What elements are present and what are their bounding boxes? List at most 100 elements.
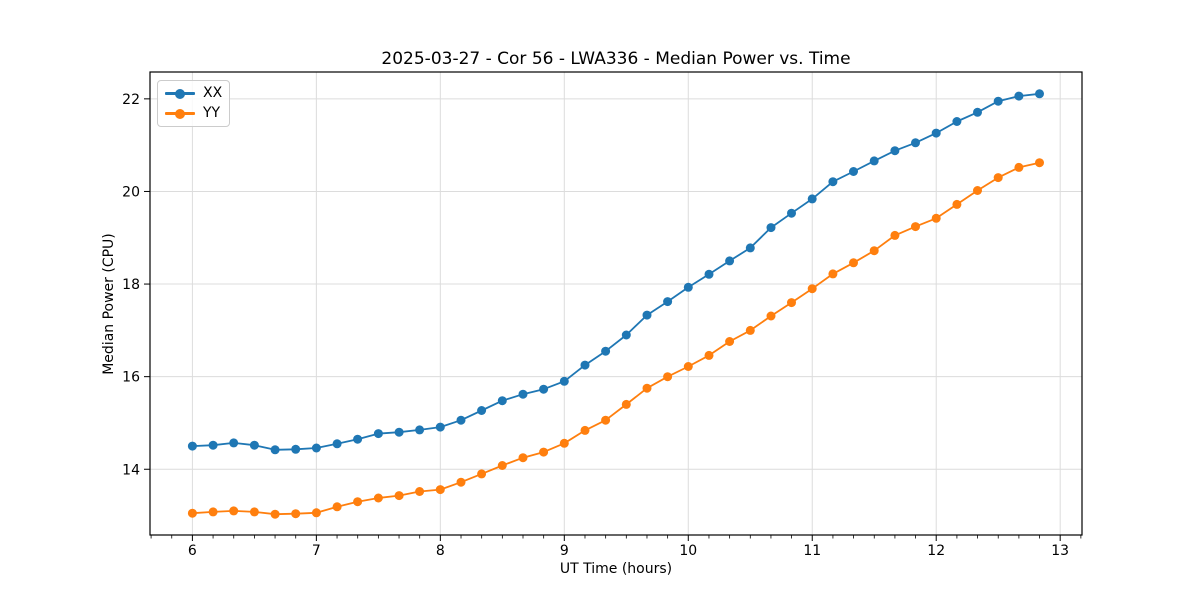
data-point-xx [663, 297, 673, 307]
data-point-yy [270, 509, 280, 519]
data-point-xx [477, 406, 487, 415]
data-point-yy [621, 399, 631, 409]
data-point-yy [725, 337, 735, 346]
data-point-xx [415, 425, 425, 435]
data-point-xx [973, 107, 982, 117]
data-point-yy [187, 508, 197, 518]
legend-marker-icon [175, 88, 185, 99]
data-point-xx [911, 138, 920, 148]
data-point-yy [704, 350, 714, 360]
data-point-xx [208, 440, 218, 450]
data-point-yy [373, 493, 383, 503]
data-point-yy [311, 508, 321, 518]
data-point-xx [766, 223, 776, 233]
data-point-xx [559, 376, 569, 386]
data-point-yy [539, 447, 549, 457]
data-point-yy [208, 507, 218, 517]
data-point-yy [911, 222, 920, 232]
data-point-yy [807, 284, 817, 294]
data-point-yy [291, 509, 301, 519]
data-point-xx [187, 441, 197, 451]
data-point-yy [766, 311, 776, 321]
data-point-yy [353, 497, 363, 507]
data-point-xx [621, 330, 631, 340]
data-point-xx [270, 445, 280, 455]
data-point-xx [1014, 91, 1024, 101]
data-point-xx [931, 128, 941, 138]
data-point-xx [456, 415, 466, 425]
data-point-xx [332, 439, 342, 449]
data-point-xx [353, 434, 363, 444]
data-point-yy [890, 230, 900, 240]
plot-frame [149, 71, 1083, 536]
data-point-xx [229, 438, 239, 448]
data-point-yy [497, 461, 507, 470]
data-point-xx [394, 427, 404, 437]
data-point-yy [952, 199, 962, 209]
data-point-yy [931, 213, 941, 223]
y-tick-label: 18 [122, 277, 140, 293]
series-xx [187, 89, 1044, 455]
y-tick-label: 20 [122, 184, 140, 200]
data-point-xx [539, 384, 549, 394]
gridlines [150, 72, 1082, 535]
data-point-xx [745, 243, 755, 253]
data-point-yy [1014, 162, 1024, 172]
data-point-xx [642, 310, 652, 320]
data-point-yy [683, 362, 693, 371]
data-point-xx [952, 117, 962, 126]
data-point-xx [435, 422, 445, 432]
chart-title: 2025-03-27 - Cor 56 - LWA336 - Median Po… [381, 49, 851, 69]
data-point-yy [394, 491, 404, 501]
data-point-xx [869, 156, 879, 166]
legend-item-xx: XX [165, 85, 222, 102]
legend-label: YY [203, 105, 221, 121]
data-point-xx [828, 177, 838, 187]
legend-item-yy: YY [165, 105, 222, 122]
y-tick-label: 16 [122, 370, 140, 386]
data-point-xx [683, 282, 693, 292]
data-point-yy [663, 372, 673, 382]
data-point-xx [725, 256, 735, 266]
data-point-xx [373, 429, 383, 439]
data-point-xx [518, 389, 528, 399]
data-point-yy [229, 506, 239, 516]
series-yy [187, 158, 1044, 519]
data-point-yy [456, 477, 466, 487]
data-point-yy [787, 298, 796, 308]
data-point-yy [1035, 158, 1044, 168]
data-point-yy [849, 258, 858, 268]
x-tick-label: 8 [436, 543, 445, 559]
data-point-xx [1035, 89, 1044, 99]
y-tick-label: 14 [122, 462, 140, 478]
tick-labels: 6 7 8 9 10 11 12 13 14 16 18 20 22 [122, 92, 1069, 559]
data-point-yy [559, 438, 569, 448]
data-point-xx [890, 146, 900, 156]
x-tick-label: 9 [560, 543, 569, 559]
data-point-yy [869, 246, 879, 256]
legend-line-sample [165, 108, 195, 119]
data-point-xx [249, 440, 259, 450]
data-point-xx [704, 269, 714, 279]
data-point-yy [249, 507, 259, 517]
data-point-yy [332, 502, 342, 512]
x-tick-label: 10 [679, 543, 697, 559]
data-point-xx [849, 167, 858, 176]
x-tick-label: 6 [188, 543, 197, 559]
legend-label: XX [203, 85, 223, 101]
x-tick-label: 12 [927, 543, 945, 559]
legend: XX YY [157, 80, 231, 127]
data-point-yy [745, 325, 755, 335]
data-point-xx [580, 360, 590, 370]
data-point-yy [993, 173, 1003, 183]
data-point-yy [580, 425, 590, 435]
x-axis-label: UT Time (hours) [559, 561, 673, 577]
x-tick-label: 11 [803, 543, 821, 559]
data-point-yy [435, 485, 445, 495]
series-line-xx [191, 92, 1041, 451]
data-point-xx [291, 444, 301, 454]
data-point-yy [477, 469, 487, 479]
data-point-yy [828, 269, 838, 279]
